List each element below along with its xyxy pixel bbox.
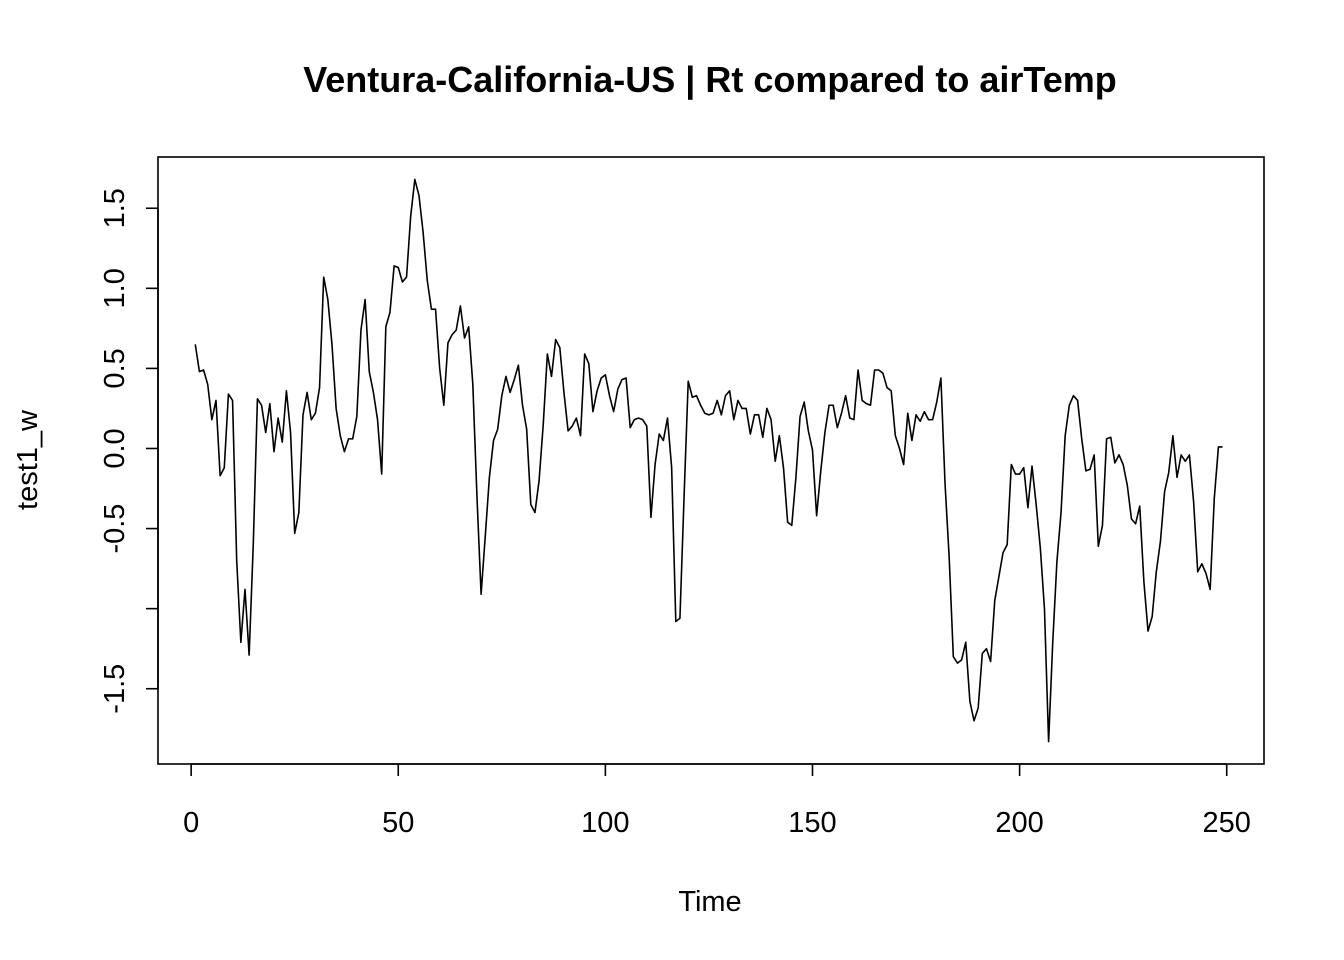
plot-frame — [157, 156, 1265, 765]
y-tick-label: 1.5 — [99, 188, 131, 228]
y-tick-label: 0.0 — [99, 428, 131, 468]
x-tick-label: 150 — [788, 807, 836, 839]
chart-title: Ventura-California-US | Rt compared to a… — [303, 59, 1117, 101]
y-axis: -1.5 -0.5 0.0 0.5 1.0 1.5 — [99, 188, 159, 714]
x-tick-label: 100 — [581, 807, 629, 839]
x-axis: 0 50 100 150 200 250 — [183, 763, 1251, 839]
y-tick-label: 1.0 — [99, 268, 131, 308]
series-line — [194, 178, 1223, 743]
x-axis-label: Time — [678, 886, 741, 918]
y-tick-label: -1.5 — [99, 664, 131, 714]
x-tick-label: 50 — [382, 807, 414, 839]
y-tick-label: -0.5 — [99, 504, 131, 554]
y-axis-label: test1_w — [12, 409, 44, 510]
x-tick-label: 200 — [995, 807, 1043, 839]
x-tick-label: 0 — [183, 807, 199, 839]
y-tick-label: 0.5 — [99, 348, 131, 388]
x-tick-label: 250 — [1203, 807, 1251, 839]
